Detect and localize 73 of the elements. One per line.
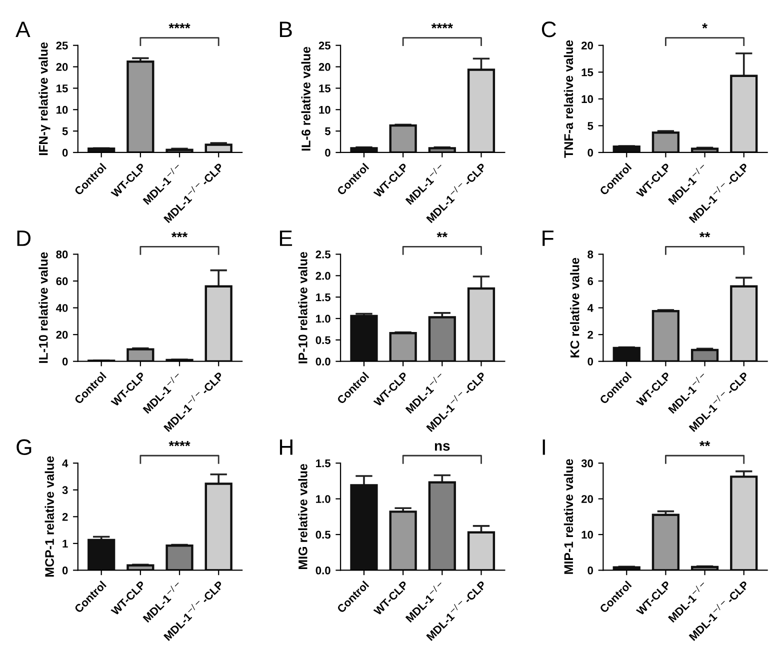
y-tick-label: 4 [587, 304, 594, 312]
y-tick-label: 5 [62, 127, 68, 136]
y-axis-title: MIG relative value [298, 464, 308, 569]
y-axis-title: MIP-1 relative value [564, 459, 574, 574]
y-tick-label: 15 [582, 68, 594, 76]
chart-title: H [280, 440, 292, 455]
y-tick-label: 20 [56, 63, 68, 71]
y-tick-label: 3 [62, 486, 68, 494]
y-tick-label: 1.0 [316, 495, 330, 503]
y-tick-label: 2 [588, 330, 593, 339]
y-tick-label: 30 [581, 459, 593, 468]
y-tick-label: 0.0 [316, 358, 330, 366]
chart-title: D [17, 230, 31, 246]
y-tick-label: 10 [56, 106, 68, 114]
y-tick-label: 15 [56, 84, 68, 92]
y-tick-label: 20 [581, 495, 593, 503]
y-tick-label: 25 [56, 42, 68, 50]
text: ** [699, 232, 710, 238]
y-axis-title: IFN-γ relative value [38, 42, 50, 156]
text: **** [431, 23, 453, 28]
y-tick-label: 10 [582, 95, 593, 104]
y-tick-label: 6 [588, 277, 594, 286]
y-tick-label: 0.5 [316, 530, 331, 539]
y-axis-title: MCP-1 relative value [44, 456, 54, 577]
y-axis-title: IP-10 relative value [298, 252, 308, 364]
y-tick-label: 0 [62, 358, 68, 366]
y-axis-title: KC relative value [570, 258, 580, 358]
y-tick-label: 20 [581, 42, 593, 50]
y-tick-label: 8 [588, 250, 594, 258]
y-tick-label: 0 [588, 358, 593, 366]
text: ** [699, 441, 710, 446]
y-tick-label: 25 [318, 42, 331, 50]
y-tick-label: 0 [588, 566, 593, 574]
y-tick-label: 4 [62, 460, 68, 468]
y-axis-title: IL-10 relative value [38, 252, 48, 363]
y-tick-label: 10 [582, 530, 593, 539]
y-tick-label: 60 [56, 277, 68, 286]
y-axis-title: TNF-a relative value [564, 40, 574, 158]
y-tick-label: 80 [56, 250, 68, 258]
chart-title: I [542, 440, 545, 455]
y-tick-label: 20 [318, 63, 330, 71]
y-tick-label: 2.0 [316, 272, 330, 280]
y-tick-label: 1.0 [316, 314, 330, 323]
y-axis-title: IL-6 relative value [301, 46, 310, 151]
y-tick-label: 1.5 [316, 293, 331, 302]
y-tick-label: 5 [324, 127, 331, 136]
y-tick-label: 2.5 [316, 250, 331, 258]
text: ns [434, 443, 450, 451]
text: * [702, 23, 708, 28]
chart-title: E [280, 230, 292, 246]
y-tick-label: 0 [62, 148, 68, 157]
y-tick-label: 1 [62, 540, 68, 548]
text: **** [168, 441, 190, 446]
y-tick-label: 2 [62, 512, 68, 521]
y-tick-label: 0 [325, 148, 330, 157]
y-tick-label: 0 [588, 148, 593, 157]
text: **** [168, 23, 190, 28]
y-tick-label: 20 [56, 330, 68, 339]
y-tick-label: 40 [56, 304, 68, 312]
y-tick-label: 15 [319, 84, 331, 92]
chart-title: C [542, 22, 556, 38]
y-tick-label: 10 [319, 106, 330, 114]
y-tick-label: 5 [588, 122, 594, 130]
y-tick-label: 0.0 [316, 566, 330, 574]
chart-title: G [16, 439, 32, 456]
y-tick-label: 0 [62, 566, 68, 574]
y-tick-label: 1.5 [316, 460, 331, 468]
chart-title: B [280, 22, 292, 38]
chart-title: A [16, 22, 30, 38]
text: *** [171, 232, 188, 238]
text: ** [436, 232, 448, 238]
y-tick-label: 0.5 [316, 336, 331, 344]
chart-title: F [542, 230, 554, 246]
